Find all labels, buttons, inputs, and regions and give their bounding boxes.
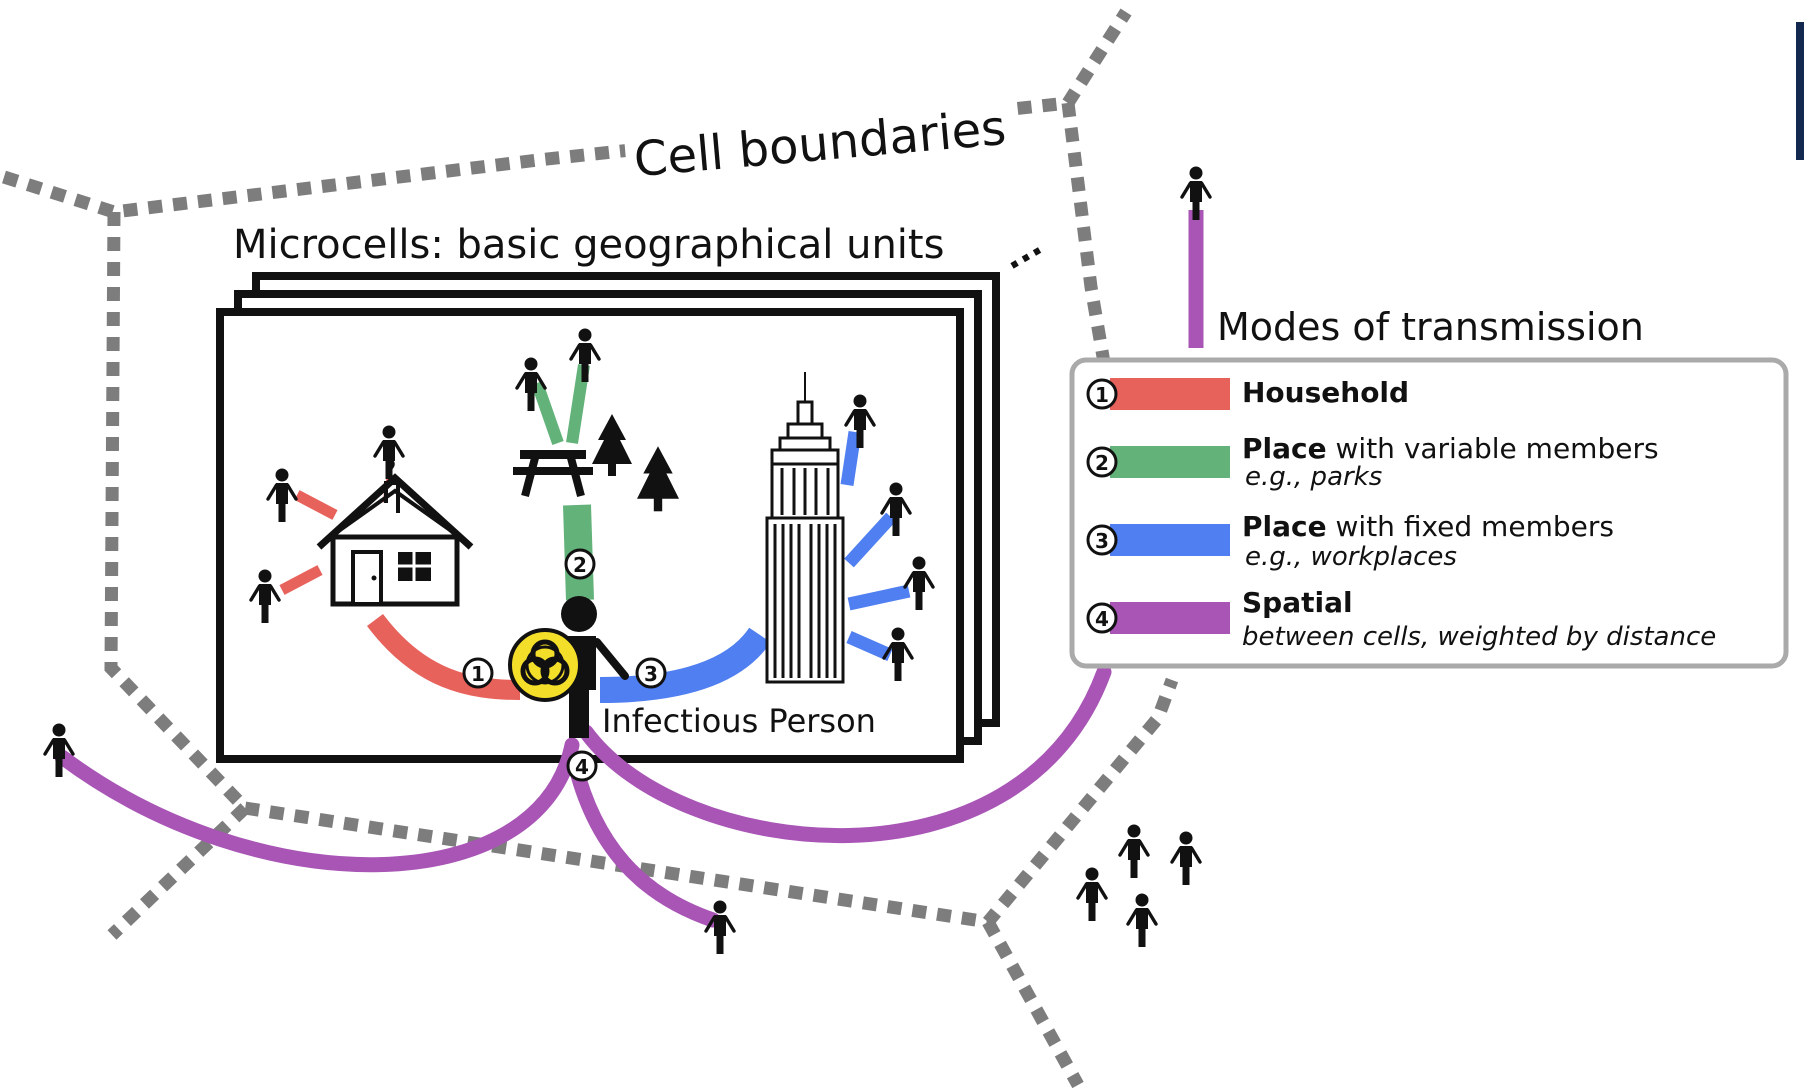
legend-item-place-fixed: 3 Place with fixed members e.g., workpla… [1086,510,1614,572]
svg-text:3: 3 [1095,529,1109,553]
place-fixed-link-b [844,512,896,568]
svg-text:4: 4 [575,755,589,779]
title-backdrop [622,83,1012,179]
legend-swatch [1110,602,1230,634]
person-icon [1076,865,1108,923]
svg-text:2: 2 [1095,451,1109,475]
cell-boundary-bottom [982,918,1084,1089]
person-icon [1170,829,1202,887]
infectious-person-label: Infectious Person [602,702,876,740]
legend-label: Household [1242,376,1409,409]
legend-example: e.g., parks [1245,462,1382,492]
person-icon [1126,891,1158,949]
badge-place-fixed: 3 [635,657,667,689]
spatial-link-left [54,737,580,873]
picnic-table-icon [513,450,593,498]
legend-label: Place with variable members [1242,432,1659,465]
cell-boundary-diagonal [107,803,250,940]
household-link-b [279,565,323,595]
legend-item-place-variable: 2 Place with variable members e.g., park… [1086,432,1659,492]
badge-place-variable: 2 [564,548,596,580]
svg-text:1: 1 [1095,383,1109,407]
microcells-title: Microcells: basic geographical units [233,222,944,268]
person-icon [1118,822,1150,880]
cell-boundary-top [2,8,1132,219]
microcells-ellipsis: ... [995,224,1049,278]
spatial-links [54,210,1204,928]
spatial-link-right [578,664,1112,843]
badge-household: 1 [462,657,494,689]
household-link-main [367,613,521,700]
legend-swatch [1110,378,1230,410]
spatial-link-bottom [566,752,721,928]
legend-title: Modes of transmission [1217,305,1644,349]
legend-item-spatial: 4 Spatial between cells, weighted by dis… [1086,586,1716,652]
legend-label: Spatial [1242,586,1353,619]
person-icon [1180,164,1212,222]
house-icon [316,445,474,607]
place-fixed-link-c [847,584,911,611]
svg-text:1: 1 [471,662,485,686]
infectious-person-icon [561,596,629,738]
svg-text:4: 4 [1095,607,1109,631]
badge-spatial: 4 [566,750,598,782]
window-edge-strip [1796,22,1804,160]
skyscraper-icon [765,372,845,684]
svg-text:2: 2 [573,553,587,577]
place-variable-link-a [531,381,564,445]
legend-swatch [1110,446,1230,478]
legend-box [1069,357,1789,669]
place-fixed-link-a [840,431,862,486]
person-icon [704,898,736,956]
svg-text:3: 3 [644,662,658,686]
place-fixed-links [599,431,911,703]
legend-example: between cells, weighted by distance [1242,622,1716,652]
legend-swatch [1110,524,1230,556]
legend-label: Place with fixed members [1242,510,1614,543]
place-fixed-link-main [599,627,771,703]
place-fixed-link-d [846,631,893,661]
household-link-a [294,490,338,520]
cell-boundaries-title: Cell boundaries [622,83,1012,188]
cell-boundary-right-upper [1061,102,1114,382]
biohazard-icon [508,628,582,702]
legend-example: e.g., workplaces [1245,542,1457,572]
legend-item-household: 1 Household [1086,376,1409,410]
